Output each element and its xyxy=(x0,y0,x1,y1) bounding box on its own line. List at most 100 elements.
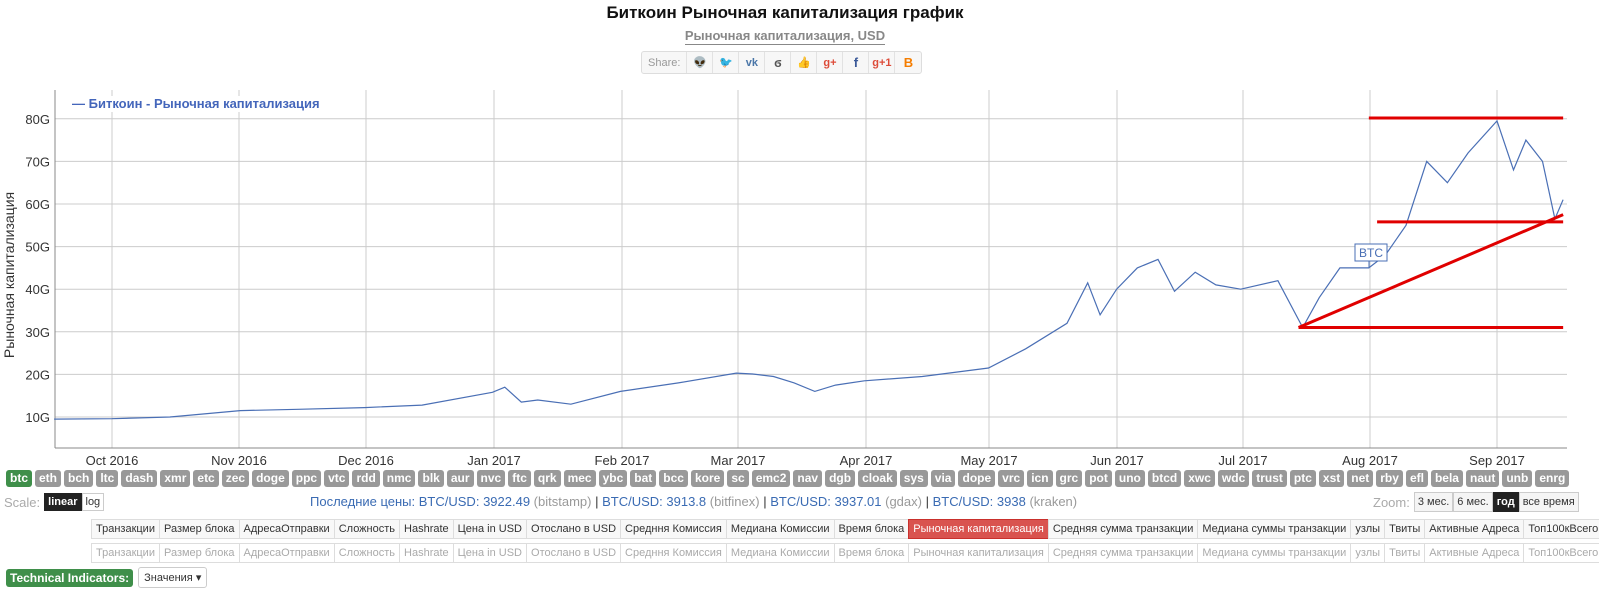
coin-ftc[interactable]: ftc xyxy=(508,470,531,487)
metric-tab[interactable]: Сложность xyxy=(333,543,400,563)
coin-ltc[interactable]: ltc xyxy=(96,470,119,487)
coin-ptc[interactable]: ptc xyxy=(1289,470,1316,487)
coin-cloak[interactable]: cloak xyxy=(858,470,897,487)
metric-tab[interactable]: Отослано в USD xyxy=(526,519,621,539)
coin-rdd[interactable]: rdd xyxy=(352,470,380,487)
coin-net[interactable]: net xyxy=(1347,470,1374,487)
metric-tab[interactable]: Топ100кВсего xyxy=(1523,519,1599,539)
coin-sc[interactable]: sc xyxy=(727,470,749,487)
coin-btc[interactable]: btc xyxy=(6,470,32,487)
metric-tab[interactable]: Время блока xyxy=(833,519,909,539)
coin-kore[interactable]: kore xyxy=(690,470,725,487)
coin-eth[interactable]: eth xyxy=(35,470,61,487)
metric-tab[interactable]: Цена in USD xyxy=(452,543,527,563)
metric-tab[interactable]: узлы xyxy=(1350,519,1385,539)
metric-tab[interactable]: Рыночная капитализация xyxy=(908,543,1048,563)
metric-tab[interactable]: Медиана Комиссии xyxy=(725,543,834,563)
metric-tab[interactable]: Твиты xyxy=(1384,543,1425,563)
coin-pot[interactable]: pot xyxy=(1085,470,1112,487)
metric-tab[interactable]: Твиты xyxy=(1384,519,1425,539)
coin-nvc[interactable]: nvc xyxy=(476,470,506,487)
metric-tab[interactable]: Размер блока xyxy=(158,543,239,563)
like-share-button[interactable]: 👍 xyxy=(791,52,818,73)
reddit-share-button[interactable]: 👽 xyxy=(687,52,714,73)
metric-tab[interactable]: Размер блока xyxy=(158,519,239,539)
blogger-share-button[interactable]: B xyxy=(895,52,921,73)
metric-tab[interactable]: Медиана суммы транзакции xyxy=(1197,519,1351,539)
metric-tab[interactable]: Hashrate xyxy=(399,543,453,563)
coin-etc[interactable]: etc xyxy=(193,470,219,487)
metric-tab[interactable]: Отослано в USD xyxy=(526,543,621,563)
coin-vtc[interactable]: vtc xyxy=(324,470,350,487)
metric-tab[interactable]: Рыночная капитализация xyxy=(908,519,1048,539)
coin-icn[interactable]: icn xyxy=(1027,470,1053,487)
scale-linear-button[interactable]: linear xyxy=(44,493,82,511)
coin-efl[interactable]: efl xyxy=(1405,470,1428,487)
coin-bch[interactable]: bch xyxy=(64,470,94,487)
coin-xmr[interactable]: xmr xyxy=(160,470,191,487)
coin-xwc[interactable]: xwc xyxy=(1184,470,1215,487)
coin-wdc[interactable]: wdc xyxy=(1217,470,1250,487)
google-plus-share-button[interactable]: g+ xyxy=(817,52,844,73)
scale-log-button[interactable]: log xyxy=(81,493,105,511)
metric-tab[interactable]: Медиана Комиссии xyxy=(725,519,834,539)
zoom-option[interactable]: год xyxy=(1492,492,1519,512)
zoom-option[interactable]: все время xyxy=(1518,492,1579,512)
coin-naut[interactable]: naut xyxy=(1465,470,1500,487)
coin-bat[interactable]: bat xyxy=(630,470,657,487)
vk-share-button[interactable]: vk xyxy=(739,52,766,73)
coin-bcc[interactable]: bcc xyxy=(659,470,688,487)
coin-rby[interactable]: rby xyxy=(1376,470,1403,487)
facebook-share-button[interactable]: f xyxy=(843,52,870,73)
metric-tab[interactable]: АдресаОтправки xyxy=(238,543,334,563)
coin-zec[interactable]: zec xyxy=(221,470,250,487)
coin-mec[interactable]: mec xyxy=(563,470,596,487)
coin-uno[interactable]: uno xyxy=(1114,470,1145,487)
metric-tab[interactable]: Сложность xyxy=(333,519,400,539)
coin-nav[interactable]: nav xyxy=(793,470,823,487)
weibo-share-button[interactable]: ϭ xyxy=(765,52,792,73)
metric-tab[interactable]: Цена in USD xyxy=(452,519,527,539)
zoom-option[interactable]: 6 мес. xyxy=(1453,492,1493,512)
coin-qrk[interactable]: qrk xyxy=(533,470,561,487)
coin-emc2[interactable]: emc2 xyxy=(751,470,791,487)
coin-dope[interactable]: dope xyxy=(958,470,996,487)
coin-vrc[interactable]: vrc xyxy=(998,470,1025,487)
metric-tab[interactable]: Время блока xyxy=(833,543,909,563)
metric-tab[interactable]: Топ100кВсего xyxy=(1523,543,1599,563)
coin-bela[interactable]: bela xyxy=(1430,470,1463,487)
metric-tab[interactable]: Средняя сумма транзакции xyxy=(1047,519,1198,539)
metric-tab[interactable]: узлы xyxy=(1350,543,1385,563)
metric-tab[interactable]: АдресаОтправки xyxy=(238,519,334,539)
twitter-share-button[interactable]: 🐦 xyxy=(713,52,740,73)
google-plus-one-share-button[interactable]: g+1 xyxy=(869,52,896,73)
metric-tab[interactable]: Активные Адреса xyxy=(1424,543,1524,563)
coin-trust[interactable]: trust xyxy=(1252,470,1287,487)
coin-nmc[interactable]: nmc xyxy=(382,470,416,487)
coin-xst[interactable]: xst xyxy=(1318,470,1345,487)
coin-dgb[interactable]: dgb xyxy=(825,470,856,487)
coin-unb[interactable]: unb xyxy=(1502,470,1533,487)
coin-grc[interactable]: grc xyxy=(1055,470,1083,487)
metric-tab[interactable]: Медиана суммы транзакции xyxy=(1197,543,1351,563)
metric-tab[interactable]: Средняя сумма транзакции xyxy=(1047,543,1198,563)
metric-tab[interactable]: Средння Комиссия xyxy=(620,543,726,563)
coin-blk[interactable]: blk xyxy=(418,470,444,487)
coin-doge[interactable]: doge xyxy=(252,470,289,487)
indicators-dropdown[interactable]: Значения ▾ xyxy=(138,567,208,588)
coin-aur[interactable]: aur xyxy=(446,470,474,487)
metric-tab[interactable]: Средння Комиссия xyxy=(620,519,726,539)
chart-legend[interactable]: — Биткоин - Рыночная капитализация xyxy=(72,96,324,112)
zoom-option[interactable]: 3 мес. xyxy=(1413,492,1454,512)
metric-tab[interactable]: Активные Адреса xyxy=(1424,519,1524,539)
metric-tab[interactable]: Транзакции xyxy=(91,519,159,539)
coin-btcd[interactable]: btcd xyxy=(1147,470,1182,487)
coin-sys[interactable]: sys xyxy=(899,470,928,487)
metric-tab[interactable]: Hashrate xyxy=(399,519,453,539)
coin-via[interactable]: via xyxy=(930,470,956,487)
coin-dash[interactable]: dash xyxy=(121,470,158,487)
metric-tab[interactable]: Транзакции xyxy=(91,543,159,563)
coin-ppc[interactable]: ppc xyxy=(291,470,322,487)
coin-ybc[interactable]: ybc xyxy=(598,470,628,487)
coin-enrg[interactable]: enrg xyxy=(1535,470,1570,487)
